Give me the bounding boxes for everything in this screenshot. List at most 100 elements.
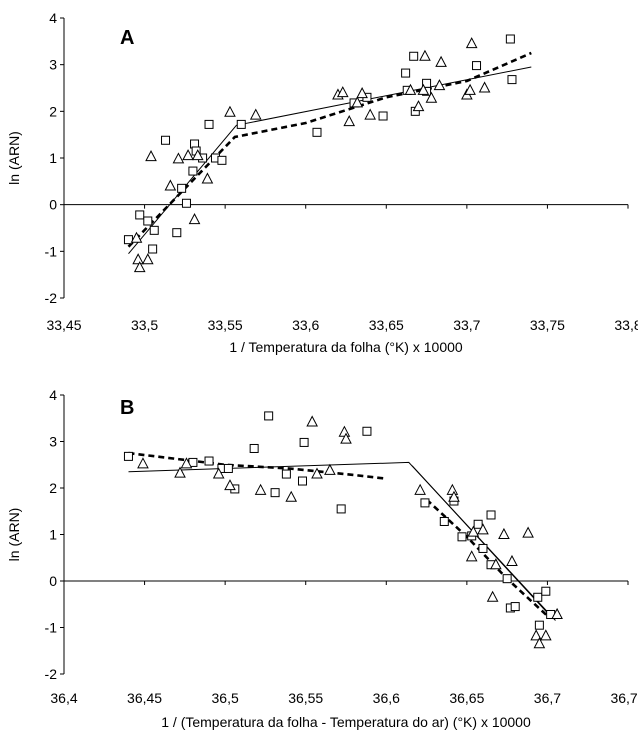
triangle-marker	[343, 115, 356, 127]
dashed-fit-line	[128, 451, 387, 480]
y-tick-label: 2	[49, 103, 57, 119]
triangle-marker	[446, 483, 459, 495]
triangle-marker	[448, 490, 460, 502]
y-tick-label: 3	[49, 57, 57, 73]
y-tick-label: 3	[49, 434, 57, 450]
solid-fit-line	[128, 66, 532, 255]
square-marker	[478, 543, 488, 553]
triangle-marker	[533, 637, 546, 649]
triangle-marker	[340, 432, 352, 444]
panel-label: B	[120, 397, 134, 419]
square-marker	[161, 135, 171, 145]
triangle-marker	[477, 523, 489, 535]
triangle-marker	[435, 55, 447, 67]
x-tick-label: 36,55	[288, 690, 323, 706]
square-marker	[473, 519, 483, 529]
square-marker	[217, 155, 227, 165]
square-marker	[148, 244, 158, 254]
triangle-marker	[182, 149, 194, 161]
x-tick-label: 36,6	[373, 690, 400, 706]
square-marker	[510, 602, 520, 612]
x-tick-label: 33,6	[292, 317, 319, 333]
triangle-marker	[433, 79, 446, 91]
x-tick-label: 36,65	[449, 690, 484, 706]
triangle-marker	[530, 629, 542, 641]
square-marker	[472, 61, 482, 71]
triangle-marker	[285, 490, 298, 502]
square-marker	[409, 51, 419, 61]
triangle-marker	[164, 179, 177, 191]
square-marker	[223, 463, 233, 473]
triangle-marker	[212, 467, 225, 479]
y-tick-label: -2	[45, 666, 58, 682]
square-marker	[420, 498, 430, 508]
square-marker	[143, 216, 153, 226]
triangle-marker	[539, 629, 552, 641]
dashed-fit-line	[127, 51, 532, 248]
x-tick-label: 36,45	[127, 690, 162, 706]
y-tick-label: 2	[49, 480, 57, 496]
triangle-marker	[174, 466, 186, 478]
square-marker	[249, 443, 259, 453]
square-marker	[172, 228, 182, 238]
y-tick-label: 0	[49, 573, 57, 589]
triangle-marker	[551, 607, 563, 619]
x-tick-label: 33,75	[530, 317, 565, 333]
triangle-marker	[364, 108, 376, 120]
square-marker	[204, 456, 214, 466]
triangle-marker	[404, 83, 417, 95]
triangle-marker	[224, 479, 236, 491]
square-marker	[204, 119, 214, 129]
x-axis-title: 1 / (Temperatura da folha - Temperatura …	[161, 714, 531, 730]
square-marker	[534, 620, 544, 630]
triangle-marker	[478, 81, 491, 93]
y-tick-label: -1	[45, 620, 58, 636]
triangle-marker	[467, 525, 480, 537]
panel-b: -2 -1 0 1 2 3 4 36,4 36,45 36,5 36,55 36,6 36,65 36,7…	[6, 387, 638, 730]
square-marker	[378, 111, 388, 121]
x-tick-label: 36,4	[50, 690, 77, 706]
triangle-marker	[419, 49, 431, 61]
triangle-marker	[191, 149, 204, 161]
x-tick-label: 33,8	[614, 317, 638, 333]
square-marker	[149, 225, 159, 235]
y-tick-label: -1	[45, 243, 58, 259]
triangle-marker	[249, 108, 262, 120]
square-marker	[439, 516, 449, 526]
triangle-marker	[356, 87, 368, 99]
triangle-marker	[324, 463, 336, 475]
panel-label: A	[120, 27, 134, 49]
triangle-marker	[254, 483, 267, 495]
square-marker	[297, 476, 307, 486]
y-tick-label: -2	[45, 290, 58, 306]
square-marker	[188, 166, 198, 176]
square-marker	[401, 68, 411, 78]
triangle-marker	[180, 457, 193, 469]
triangle-marker	[201, 172, 214, 184]
square-marker	[486, 510, 496, 520]
square-marker	[336, 504, 346, 514]
triangle-marker	[137, 457, 149, 469]
y-tick-label: 1	[49, 150, 57, 166]
x-tick-label: 33,45	[46, 317, 81, 333]
square-marker	[270, 488, 280, 498]
y-tick-label: 1	[49, 527, 57, 543]
triangle-marker	[224, 105, 236, 117]
triangle-marker	[465, 37, 478, 49]
square-marker	[123, 451, 133, 461]
triangle-marker	[417, 83, 430, 95]
square-marker	[135, 210, 145, 220]
square-marker	[422, 78, 432, 88]
triangle-marker	[338, 425, 351, 437]
triangle-marker	[145, 150, 157, 162]
triangle-marker	[311, 467, 323, 479]
square-marker	[281, 469, 291, 479]
square-marker	[502, 574, 512, 584]
x-tick-label: 36,7	[534, 690, 561, 706]
y-tick-label: 0	[49, 197, 57, 213]
square-marker	[507, 75, 517, 85]
x-tick-label: 36,75	[610, 690, 638, 706]
triangle-marker	[172, 152, 185, 164]
square-marker	[362, 426, 372, 436]
